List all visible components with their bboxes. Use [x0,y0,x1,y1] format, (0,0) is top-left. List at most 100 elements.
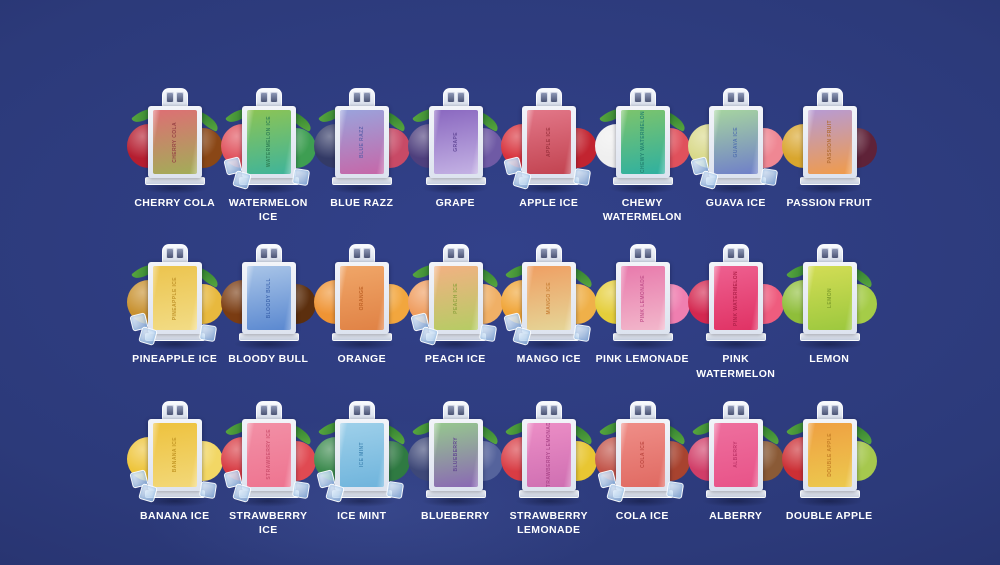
pod-panel: Blue Razz [340,110,384,174]
mouthpiece-slot [269,92,278,103]
product-bloody-bull: Bloody Bull BLOODY BULL [220,240,316,380]
pod-flavor-text: Passion Fruit [826,120,833,164]
product-lemon: Lemon LEMON [781,240,877,380]
vape-pod: Chewy Watermelon [612,88,673,185]
pod-mouthpiece [162,244,188,264]
ice-cube-icon [291,480,311,499]
vape-pod: Blueberry [425,400,486,498]
mouthpiece-slot [446,248,455,260]
mouthpiece-slot [259,92,268,103]
vape-pod: Pink Watermelon [706,244,766,342]
pod-base [332,333,392,342]
pod-body: Apple Ice [522,106,576,178]
product-label: LEMON [809,353,850,366]
product-art: Pink Lemonade [594,240,690,351]
pod-body: Peach Ice [428,262,483,335]
pod-base [425,489,486,498]
product-double-apple: Double Apple DOUBLE APPLE [781,397,877,537]
product-label: COLA ICE [615,509,669,522]
product-label: PEACH ICE [424,353,486,366]
mouthpiece-slot [550,92,558,103]
product-art: Cherry Cola [127,84,223,194]
mouthpiece-slot [446,404,455,416]
mouthpiece-slot [259,404,268,416]
mouthpiece-slot [363,92,371,103]
vape-pod: Alberry [706,400,766,498]
product-art: Strawberry Lemonade [501,397,597,507]
mouthpiece-slot [540,92,548,103]
ground-shadow [514,338,583,351]
pod-panel: Lemon [807,266,852,331]
pod-panel: Double Apple [807,422,852,487]
product-peach-ice: Peach Ice PEACH ICE [407,240,503,380]
ground-shadow [514,494,583,507]
mouthpiece-slot [643,404,652,416]
pod-panel: Guava Ice [714,110,758,174]
pod-mouthpiece [349,400,375,420]
pod-base [519,489,579,498]
product-label: CHEWY WATERMELON [602,197,682,224]
pod-body: Bloody Bull [241,262,296,335]
pod-flavor-text: Strawberry Ice [265,429,272,480]
mouthpiece-slot [737,248,745,260]
pod-body: Orange [335,262,389,335]
vape-pod: Cherry Cola [145,88,205,185]
pod-mouthpiece [629,88,656,107]
pod-flavor-text: Pineapple Ice [172,276,178,320]
pod-mouthpiece [536,244,562,264]
pod-flavor-text: Mango Ice [546,282,552,315]
mouthpiece-slot [727,248,735,260]
product-label: GUAVA ICE [705,197,766,209]
flavor-grid: Cherry Cola CHERRY COLA [127,84,877,537]
mouthpiece-slot [737,404,745,416]
pod-flavor-text: Guava Ice [733,126,739,158]
product-alberry: Alberry ALBERRY [688,397,784,537]
product-label: DOUBLE APPLE [785,509,873,522]
product-label: PINK LEMONADE [595,353,689,366]
mouthpiece-slot [550,248,558,260]
product-art: Ice Mint [314,397,410,507]
mouthpiece-slot [633,92,642,103]
vape-pod: Banana Ice [145,400,205,498]
pod-flavor-text: Blue Razz [359,126,365,158]
product-label: CHERRY COLA [134,197,216,209]
product-label: ORANGE [337,353,386,366]
pod-panel: Watermelon Ice [246,110,291,174]
ground-shadow [795,182,864,194]
product-art: Blue Razz [314,84,410,194]
pod-mouthpiece [442,88,469,107]
vape-pod: Strawberry Ice [238,400,299,498]
pod-body: Grape [428,106,483,178]
pod-body: Passion Fruit [802,106,857,178]
pod-mouthpiece [629,244,656,264]
pod-panel: Apple Ice [527,110,571,174]
pod-flavor-text: Cola Ice [639,441,646,469]
product-ice-mint: Ice Mint ICE MINT [314,397,410,537]
vape-pod: Watermelon Ice [238,88,299,185]
product-label: WATERMELON ICE [228,197,308,224]
product-art: Double Apple [781,397,877,507]
product-label: MANGO ICE [516,353,581,366]
pod-body: Cherry Cola [148,106,202,178]
pod-body: Guava Ice [709,106,763,178]
pod-panel: Pineapple Ice [153,266,197,331]
mouthpiece-slot [820,404,829,416]
pod-flavor-text: Banana Ice [172,437,178,473]
mouthpiece-slot [643,248,652,260]
pod-mouthpiece [629,400,656,420]
ground-shadow [327,338,396,351]
pod-body: Banana Ice [148,418,202,491]
mouthpiece-slot [363,248,371,260]
pod-mouthpiece [536,400,562,420]
pod-panel: Mango Ice [527,266,571,331]
pod-body: Alberry [709,418,763,491]
mouthpiece-slot [820,92,829,103]
pod-flavor-text: Pink Lemonade [639,274,646,322]
vape-pod: Guava Ice [706,88,766,185]
pod-flavor-text: Strawberry Lemonade [546,422,552,487]
pod-body: Blueberry [428,418,483,491]
mouthpiece-slot [456,92,465,103]
ice-cube-icon [291,167,311,187]
ground-shadow [234,494,303,507]
pod-mouthpiece [162,88,188,107]
